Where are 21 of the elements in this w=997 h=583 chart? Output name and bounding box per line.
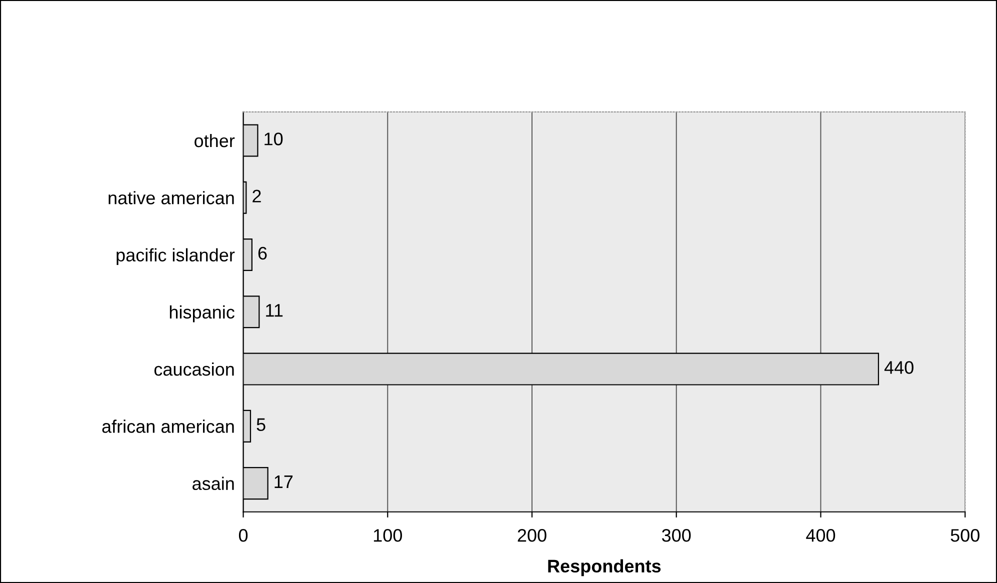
x-tick-label: 500 <box>950 529 980 542</box>
data-label: 2 <box>252 190 261 202</box>
y-tick-label: pacific islander <box>116 248 235 266</box>
x-tick-label: 400 <box>806 529 836 542</box>
x-tick-label: 200 <box>518 529 546 542</box>
data-label: 11 <box>266 304 283 317</box>
data-label: 5 <box>256 418 266 432</box>
y-tick-label: hispanic <box>170 305 234 322</box>
data-label: 17 <box>274 476 293 488</box>
data-label: 440 <box>884 361 914 374</box>
x-axis-title: Respondents <box>548 559 661 576</box>
y-tick-label: african american <box>102 420 234 433</box>
data-label: 6 <box>258 246 267 260</box>
x-tick-label: 300 <box>662 529 691 542</box>
y-tick-label: native american <box>108 191 234 204</box>
x-tick-label: 100 <box>374 529 402 542</box>
y-tick-label: asain <box>192 476 234 490</box>
x-tick-label: 0 <box>238 529 248 542</box>
y-tick-label: other <box>194 134 235 148</box>
data-label: 10 <box>264 132 283 146</box>
y-tick-label: caucasion <box>154 362 234 376</box>
